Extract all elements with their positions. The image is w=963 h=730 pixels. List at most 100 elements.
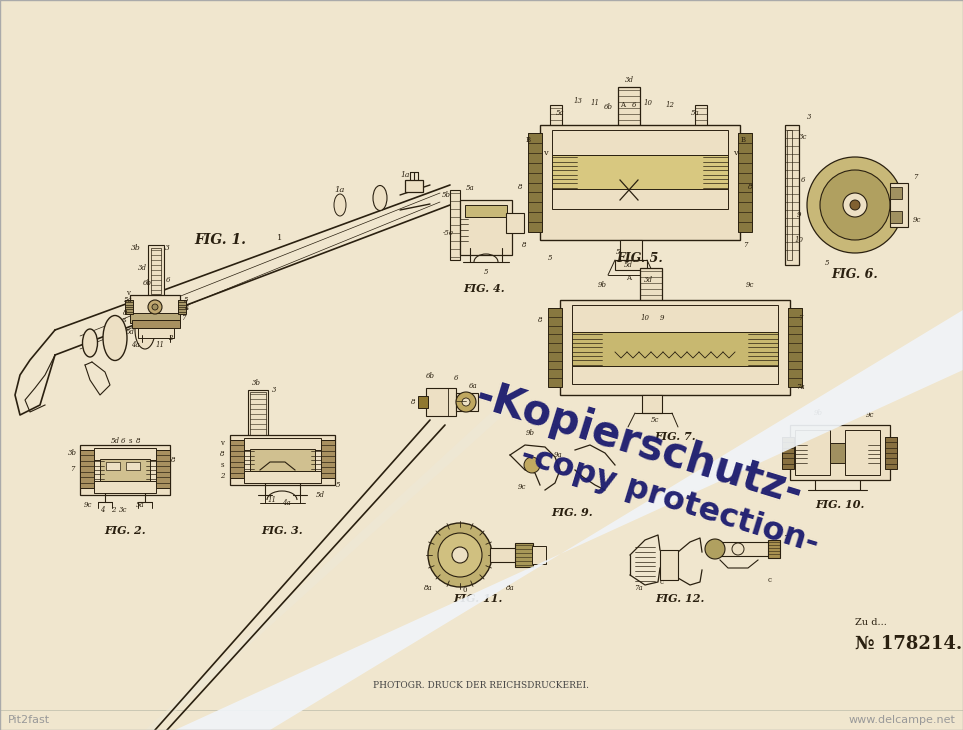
- Text: 5a: 5a: [690, 109, 699, 117]
- Text: 5: 5: [184, 296, 188, 304]
- Bar: [782, 437, 794, 469]
- Text: 6: 6: [166, 276, 170, 284]
- Text: 6: 6: [632, 101, 637, 109]
- Text: 3: 3: [165, 244, 169, 252]
- Text: 2: 2: [220, 472, 224, 480]
- Circle shape: [524, 457, 540, 473]
- Text: 9c: 9c: [745, 281, 754, 289]
- Text: 5a: 5a: [556, 109, 564, 117]
- Text: 3b: 3b: [67, 449, 76, 457]
- Bar: [548, 308, 562, 387]
- Circle shape: [452, 547, 468, 563]
- Bar: [244, 471, 321, 483]
- Bar: [80, 445, 170, 495]
- Text: 9b: 9b: [526, 429, 534, 437]
- Text: 0: 0: [463, 586, 467, 594]
- Text: 3b: 3b: [251, 379, 261, 387]
- Text: 6b: 6b: [604, 103, 612, 111]
- Bar: [615, 260, 647, 270]
- Text: -Kopierschutz-: -Kopierschutz-: [471, 375, 809, 515]
- Text: 5: 5: [336, 481, 340, 489]
- Bar: [130, 295, 180, 315]
- Circle shape: [438, 533, 482, 577]
- Text: 3d: 3d: [138, 264, 146, 272]
- Text: A: A: [620, 101, 626, 109]
- Text: FIG. 5.: FIG. 5.: [616, 252, 664, 264]
- Text: 5d: 5d: [125, 328, 135, 336]
- Bar: [132, 320, 180, 328]
- Bar: [125, 300, 133, 314]
- Text: B: B: [526, 136, 531, 144]
- Bar: [80, 450, 94, 488]
- Text: FIG. 6.: FIG. 6.: [832, 269, 878, 282]
- Text: 9: 9: [660, 314, 664, 322]
- Text: 9b: 9b: [814, 409, 822, 417]
- Bar: [540, 125, 740, 240]
- Ellipse shape: [83, 329, 97, 357]
- Text: 2: 2: [111, 506, 116, 514]
- Text: 8: 8: [747, 183, 752, 191]
- Text: FIG. 1.: FIG. 1.: [194, 233, 246, 247]
- Bar: [178, 300, 186, 314]
- Bar: [785, 125, 799, 265]
- Text: 8: 8: [220, 450, 224, 458]
- Ellipse shape: [135, 311, 155, 349]
- Bar: [460, 200, 512, 255]
- Text: 8: 8: [537, 316, 542, 324]
- Text: PHOTOGR. DRUCK DER REICHSDRUCKEREI.: PHOTOGR. DRUCK DER REICHSDRUCKEREI.: [373, 680, 589, 690]
- Text: v: v: [542, 149, 547, 157]
- Ellipse shape: [373, 185, 387, 210]
- Text: Zu d...: Zu d...: [855, 618, 887, 627]
- Text: 6: 6: [801, 176, 805, 184]
- Text: 6: 6: [454, 374, 458, 382]
- Text: 5a: 5a: [136, 501, 144, 509]
- Bar: [552, 130, 728, 155]
- Bar: [130, 313, 180, 323]
- Circle shape: [428, 523, 492, 587]
- Bar: [572, 305, 778, 333]
- Text: 3d: 3d: [643, 276, 653, 284]
- Text: s: s: [122, 316, 126, 324]
- Text: 1a: 1a: [401, 171, 409, 179]
- Text: s: s: [128, 437, 132, 445]
- Text: 8: 8: [136, 437, 141, 445]
- Text: 8: 8: [411, 398, 415, 406]
- Bar: [572, 366, 778, 384]
- Ellipse shape: [104, 329, 116, 351]
- Bar: [405, 180, 423, 192]
- Bar: [100, 459, 150, 481]
- Bar: [126, 462, 140, 470]
- Bar: [830, 443, 845, 463]
- Bar: [738, 133, 752, 232]
- Bar: [552, 189, 728, 209]
- Bar: [248, 390, 268, 438]
- Text: 7a: 7a: [795, 383, 804, 391]
- Text: 6b: 6b: [426, 372, 434, 380]
- Text: 8: 8: [522, 241, 526, 249]
- Text: 4a: 4a: [131, 341, 140, 349]
- Bar: [768, 540, 780, 558]
- Text: 13: 13: [574, 97, 583, 105]
- Bar: [552, 155, 728, 190]
- Text: 3c: 3c: [799, 133, 807, 141]
- Text: 5: 5: [548, 254, 552, 262]
- Bar: [787, 130, 792, 260]
- Bar: [788, 308, 802, 387]
- Ellipse shape: [334, 194, 346, 216]
- Text: 11: 11: [590, 99, 600, 107]
- Circle shape: [705, 539, 725, 559]
- Bar: [642, 395, 662, 413]
- Bar: [106, 462, 120, 470]
- Text: 7: 7: [742, 241, 747, 249]
- Bar: [250, 449, 315, 471]
- Text: 7: 7: [797, 314, 802, 322]
- Bar: [790, 425, 890, 480]
- Bar: [795, 430, 830, 475]
- Text: 5: 5: [615, 248, 620, 256]
- Text: v: v: [126, 289, 130, 297]
- Polygon shape: [145, 395, 520, 730]
- Circle shape: [152, 304, 158, 310]
- Text: c: c: [768, 576, 772, 584]
- Text: FIG. 3.: FIG. 3.: [261, 524, 302, 536]
- Text: 8a: 8a: [424, 584, 432, 592]
